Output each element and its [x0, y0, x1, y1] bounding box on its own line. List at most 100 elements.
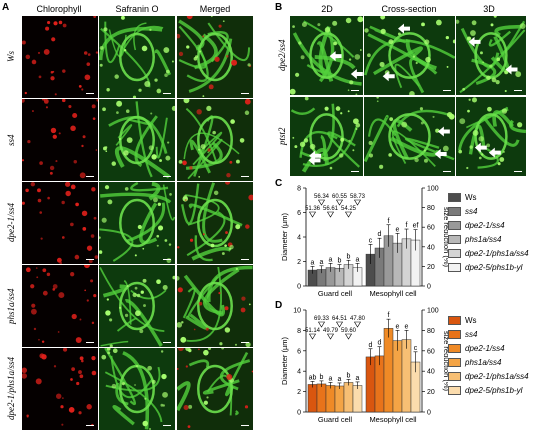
panel-c-legend: Ws ss4 dpe2-1/ss4 phs1a/ss4 dpe2-1/phs1a/ss4… [448, 193, 550, 283]
significance-letter: a [311, 259, 315, 266]
scale-bar [443, 170, 451, 172]
reduction-annotation: 56.61 [323, 206, 339, 212]
reduction-annotation: 69.33 [314, 316, 330, 322]
scale-bar [163, 424, 171, 426]
x-category-label: Guard cell [318, 289, 353, 298]
y-tick-label: 2 [297, 259, 301, 266]
panel-d-legend: Ws ss4 dpe2-1/ss4 phs1a/ss4 dpe2-1/phs1a/ss4… [448, 316, 550, 406]
panel-a-tile-r1-c2 [177, 99, 253, 181]
legend-label: Ws [465, 316, 477, 325]
y-axis-label: Diameter (µm) [280, 212, 289, 261]
bar-0-5 [352, 385, 363, 413]
legend-label: ss4 [465, 207, 478, 216]
legend-item: Ws [448, 193, 477, 203]
panel-a-row-ss4: ss4 [6, 134, 16, 146]
arrow-icon [488, 147, 501, 158]
panel-b-tile-r1-c1 [364, 97, 455, 176]
significance-letter: ab [309, 374, 317, 381]
legend-label: phs1a/ss4 [465, 235, 502, 244]
triangle-marker-icon [317, 199, 326, 206]
panel-a-tile-r4-c0 [22, 348, 98, 430]
legend-swatch [448, 249, 461, 259]
legend-label: ss4 [465, 330, 478, 339]
legend-item: phs1a/ss4 [448, 235, 502, 245]
scale-bar [351, 89, 359, 91]
panel-a-tile-r2-c1 [99, 182, 175, 264]
reduction-annotation: 51.14 [305, 328, 321, 334]
panel-a-tile-r3-c1 [99, 265, 175, 347]
legend-swatch [448, 386, 461, 396]
scale-bar [163, 341, 171, 343]
arrow-icon [468, 36, 481, 47]
significance-letter: a [329, 375, 333, 382]
legend-label: dpe2-5/phs1b-yl [465, 386, 523, 395]
scale-bar [514, 170, 522, 172]
bar-1-2 [383, 328, 394, 413]
legend-item: dpe2-5/phs1b-yl [448, 263, 523, 273]
scale-bar [514, 89, 522, 91]
bar-0-0 [307, 384, 318, 413]
y2-tick-label: 0 [427, 284, 431, 291]
scale-bar [86, 175, 94, 177]
significance-letter: d [378, 231, 382, 238]
arrow-icon [397, 23, 410, 34]
y-tick-label: 8 [297, 186, 301, 193]
legend-label: phs1a/ss4 [465, 358, 502, 367]
triangle-marker-icon [326, 333, 335, 340]
significance-letter: f [406, 222, 408, 229]
significance-letter: e [405, 323, 409, 330]
reduction-annotation: 60.55 [332, 194, 348, 200]
triangle-marker-icon [353, 321, 362, 328]
panel-a-tile-r0-c1 [99, 16, 175, 98]
triangle-marker-icon [326, 211, 335, 218]
panel-a-tile-r2-c0 [22, 182, 98, 264]
significance-letter: e [396, 323, 400, 330]
panel-a-row-ws: Ws [6, 51, 16, 63]
reduction-annotation: 59.60 [341, 328, 357, 334]
y2-tick-label: 80 [427, 205, 435, 212]
significance-letter: a [356, 256, 360, 263]
y-tick-label: 8 [297, 328, 301, 335]
scale-bar [241, 92, 249, 94]
panel-a-col-merged: Merged [199, 4, 231, 14]
y-tick-label: 2 [297, 389, 301, 396]
bar-0-4 [343, 382, 354, 413]
legend-swatch [448, 207, 461, 217]
scale-bar [86, 92, 94, 94]
significance-letter: f [388, 218, 390, 225]
scale-bar [241, 175, 249, 177]
panel-b-tile-r0-c2 [456, 16, 526, 95]
panel-a-row-triple: dpe2-1/phs1a/ss4 [6, 357, 16, 421]
significance-letter: c [414, 345, 418, 352]
panel-a-tile-r1-c0 [22, 99, 98, 181]
significance-letter: d [369, 342, 373, 349]
panel-b-image-grid [290, 16, 526, 176]
legend-swatch [448, 316, 461, 326]
significance-letter: e [396, 226, 400, 233]
legend-swatch [448, 330, 461, 340]
triangle-marker-icon [335, 199, 344, 206]
panel-a-tile-r1-c1 [99, 99, 175, 181]
y-tick-label: 4 [297, 369, 301, 376]
scale-bar [86, 341, 94, 343]
significance-letter: b [347, 372, 351, 379]
legend-label: dpe2-5/phs1b-yl [465, 263, 523, 272]
bar-1-4 [401, 339, 412, 413]
reduction-annotation: 47.80 [350, 316, 366, 322]
y2-axis-label: size reduction (%) [442, 331, 448, 392]
legend-item: dpe2-1/phs1a/ss4 [448, 372, 529, 382]
panel-a-row-phs1a-ss4: phs1a/ss4 [6, 288, 16, 324]
legend-item: ss4 [448, 330, 478, 340]
bar-0-1 [316, 383, 327, 413]
scale-bar [241, 341, 249, 343]
x-category-label: Mesophyll cell [369, 289, 416, 298]
panel-b-tile-r0-c0 [290, 16, 363, 95]
bar-1-3 [392, 340, 403, 413]
significance-letter: a [356, 375, 360, 382]
legend-item: dpe2-1/ss4 [448, 221, 505, 231]
arrow-icon [309, 150, 322, 161]
legend-swatch [448, 344, 461, 354]
legend-item: dpe2-5/phs1b-yl [448, 386, 523, 396]
legend-item: dpe2-1/phs1a/ss4 [448, 249, 529, 259]
